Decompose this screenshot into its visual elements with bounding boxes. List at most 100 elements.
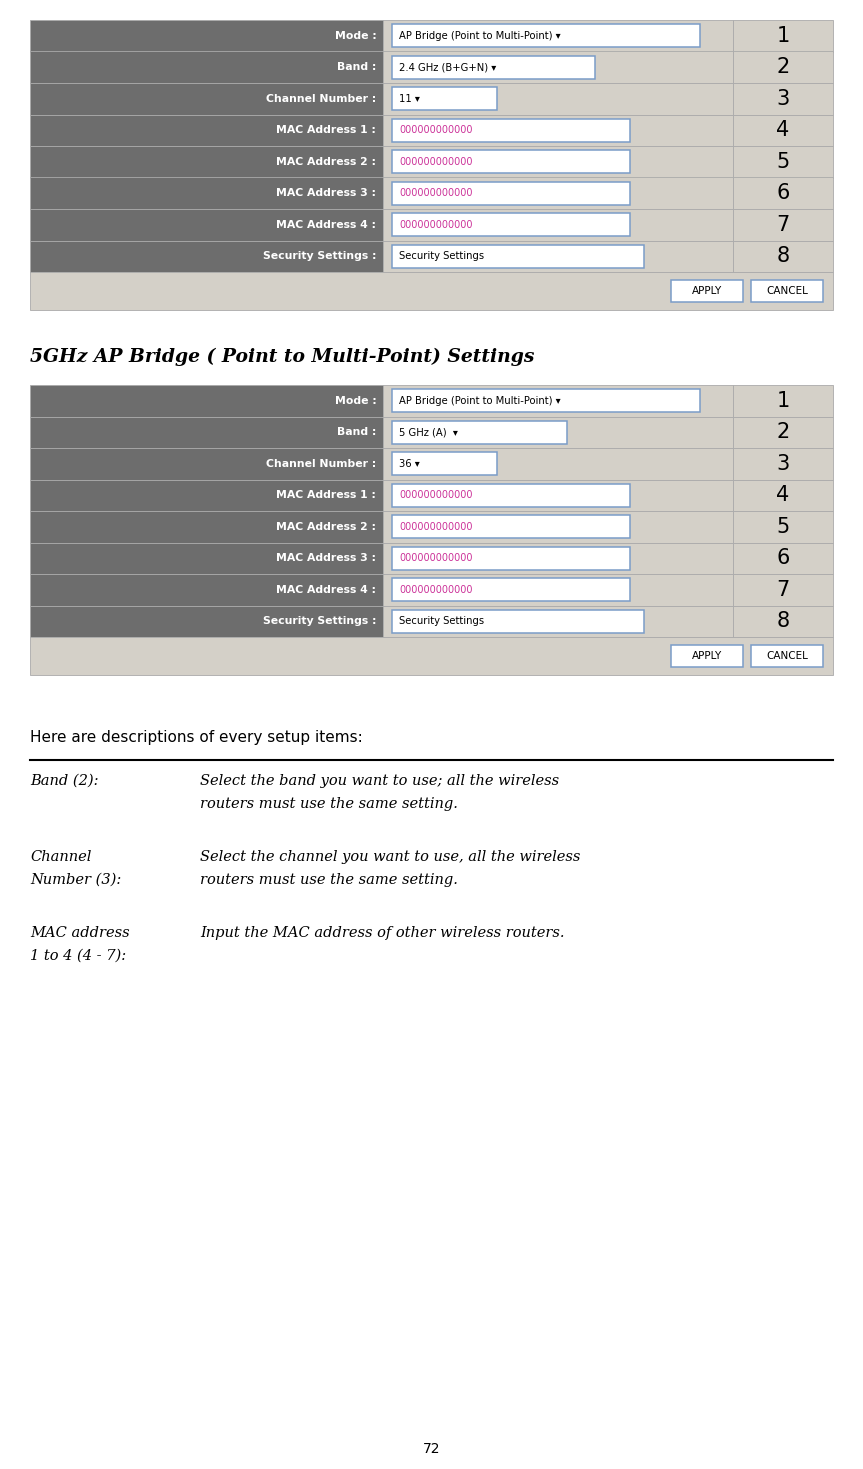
Text: 5 GHz (A)  ▾: 5 GHz (A) ▾ (400, 427, 458, 438)
Bar (393, 56, 595, 78)
Text: MAC address: MAC address (30, 925, 129, 940)
Bar (393, 389, 700, 413)
Text: Band :: Band : (337, 427, 376, 438)
Bar (30, 21, 383, 51)
Text: 000000000000: 000000000000 (400, 125, 473, 135)
Bar (733, 542, 833, 574)
Bar (30, 511, 383, 542)
Text: 7: 7 (776, 214, 790, 235)
Text: Mode :: Mode : (335, 395, 376, 405)
Bar (30, 417, 383, 448)
Text: APPLY: APPLY (692, 286, 722, 295)
Text: 000000000000: 000000000000 (400, 157, 473, 167)
Bar (393, 213, 630, 237)
Text: 000000000000: 000000000000 (400, 220, 473, 229)
Bar (30, 574, 383, 605)
Bar (383, 511, 733, 542)
Bar (30, 145, 383, 178)
Bar (383, 21, 733, 51)
Text: MAC Address 1 :: MAC Address 1 : (276, 125, 376, 135)
Text: MAC Address 4 :: MAC Address 4 : (276, 585, 376, 595)
Text: Select the band you want to use; all the wireless: Select the band you want to use; all the… (200, 774, 559, 787)
Bar (393, 119, 630, 141)
Bar (733, 21, 833, 51)
Bar (393, 182, 630, 204)
Bar (733, 51, 833, 84)
Bar (393, 150, 630, 173)
Text: Security Settings: Security Settings (400, 251, 484, 261)
Text: Select the channel you want to use, all the wireless: Select the channel you want to use, all … (200, 851, 581, 864)
Text: 5: 5 (776, 151, 790, 172)
Text: 7: 7 (776, 580, 790, 599)
Text: 4: 4 (776, 120, 790, 140)
Text: 6: 6 (776, 548, 790, 569)
Bar (30, 272, 833, 310)
Bar (671, 645, 743, 667)
Bar (671, 281, 743, 303)
Text: 1 to 4 (4 - 7):: 1 to 4 (4 - 7): (30, 949, 126, 964)
Text: 000000000000: 000000000000 (400, 554, 473, 563)
Text: 000000000000: 000000000000 (400, 585, 473, 595)
Text: Security Settings: Security Settings (400, 617, 484, 626)
Text: Channel Number :: Channel Number : (266, 94, 376, 104)
Bar (30, 209, 383, 241)
Bar (733, 84, 833, 115)
Bar (383, 417, 733, 448)
Bar (383, 448, 733, 479)
Bar (393, 516, 630, 538)
Text: 4: 4 (776, 485, 790, 505)
Bar (393, 546, 630, 570)
Bar (30, 638, 833, 674)
Bar (393, 610, 644, 633)
Bar (30, 542, 383, 574)
Bar (733, 241, 833, 272)
Bar (733, 385, 833, 417)
Text: CANCEL: CANCEL (766, 651, 808, 661)
Text: 8: 8 (776, 611, 790, 632)
Text: Number (3):: Number (3): (30, 873, 121, 887)
Text: Here are descriptions of every setup items:: Here are descriptions of every setup ite… (30, 730, 362, 745)
Bar (383, 385, 733, 417)
Text: 36 ▾: 36 ▾ (400, 458, 420, 469)
Bar (733, 448, 833, 479)
Text: Input the MAC address of other wireless routers.: Input the MAC address of other wireless … (200, 925, 564, 940)
Text: Channel Number :: Channel Number : (266, 458, 376, 469)
Bar (30, 605, 383, 638)
Bar (30, 115, 383, 145)
Text: MAC Address 3 :: MAC Address 3 : (276, 554, 376, 563)
Text: Mode :: Mode : (335, 31, 376, 41)
Text: 5GHz AP Bridge ( Point to Multi-Point) Settings: 5GHz AP Bridge ( Point to Multi-Point) S… (30, 348, 534, 366)
Bar (393, 483, 630, 507)
Text: APPLY: APPLY (692, 651, 722, 661)
Text: Channel: Channel (30, 851, 91, 864)
Text: Security Settings :: Security Settings : (263, 617, 376, 626)
Text: MAC Address 2 :: MAC Address 2 : (276, 521, 376, 532)
Text: 2.4 GHz (B+G+N) ▾: 2.4 GHz (B+G+N) ▾ (400, 62, 496, 72)
Text: 72: 72 (423, 1443, 440, 1456)
Bar (751, 645, 823, 667)
Bar (383, 84, 733, 115)
Text: MAC Address 2 :: MAC Address 2 : (276, 157, 376, 167)
Bar (733, 479, 833, 511)
Bar (733, 605, 833, 638)
Text: 1: 1 (776, 391, 790, 411)
Bar (30, 448, 383, 479)
Bar (733, 209, 833, 241)
Text: 000000000000: 000000000000 (400, 491, 473, 501)
Bar (30, 51, 383, 84)
Text: MAC Address 4 :: MAC Address 4 : (276, 220, 376, 229)
Text: Band :: Band : (337, 62, 376, 72)
Bar (30, 479, 383, 511)
Text: Security Settings :: Security Settings : (263, 251, 376, 261)
Bar (383, 145, 733, 178)
Bar (393, 25, 700, 47)
Bar (393, 422, 567, 444)
Bar (393, 452, 497, 474)
Text: 8: 8 (776, 247, 790, 266)
Bar (30, 84, 383, 115)
Bar (30, 385, 383, 417)
Text: 000000000000: 000000000000 (400, 521, 473, 532)
Text: 6: 6 (776, 184, 790, 203)
Bar (733, 178, 833, 209)
Bar (733, 417, 833, 448)
